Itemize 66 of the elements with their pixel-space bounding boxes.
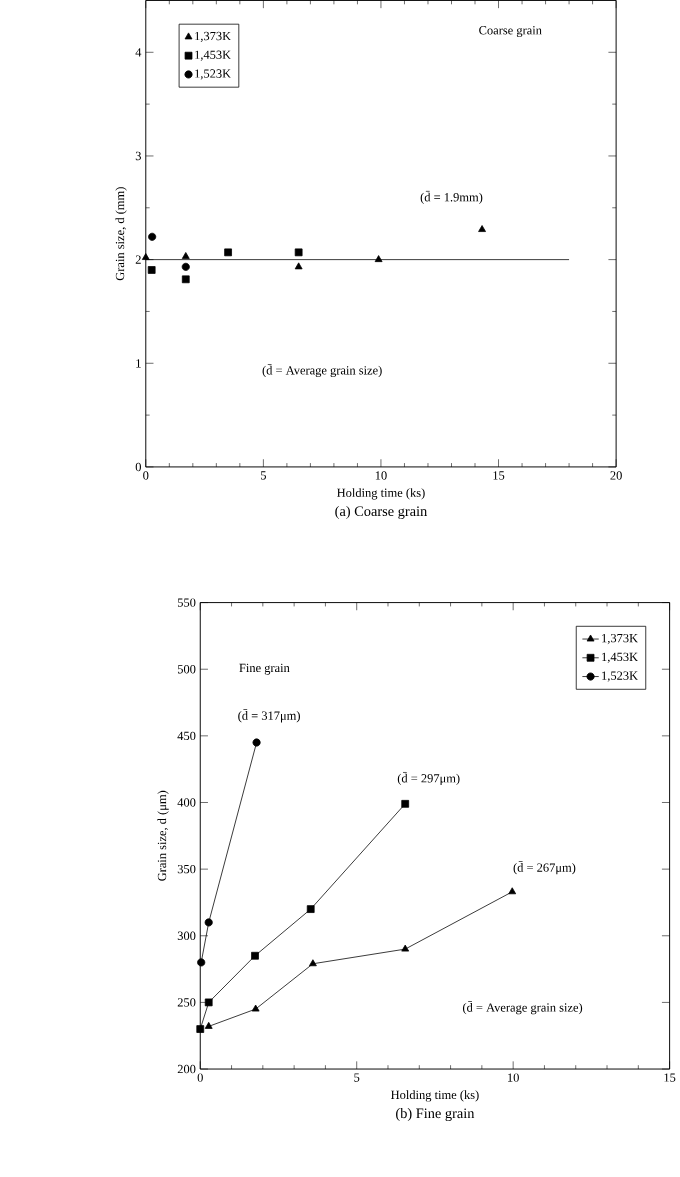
text: (a) Coarse grain [335,505,428,519]
y-tick-label: 1 [136,359,141,368]
y-tick-label: 250 [177,998,196,1007]
annotation: (d̄ = 317μm) [238,709,300,723]
text: (b) Fine grain [396,1108,475,1122]
annotation: Coarse grain [479,26,542,38]
annotation: Fine grain [239,663,290,675]
point [148,232,157,241]
legend-label: 1,373K [602,633,638,645]
y-tick-label: 550 [177,598,196,607]
x-axis-title: Holding time (ks) [337,488,425,500]
point [309,959,317,967]
legend-label: 1,523K [602,671,638,682]
annotation: (d̄ = Average grain size) [262,363,382,378]
point [294,248,303,257]
point [196,1025,205,1033]
legend-label: 1,523K [195,69,231,80]
point [401,799,410,808]
point [141,253,150,260]
point [251,1004,260,1012]
legend-label: 1,453K [602,652,638,663]
y-axis-title: Grain size, d (mm) [115,187,127,281]
x-tick-label: 20 [610,471,622,480]
x-tick-label: 5 [354,1073,360,1082]
point [508,887,517,895]
point [401,944,410,952]
x-tick-label: 0 [143,471,149,480]
x-tick-label: 15 [664,1073,676,1082]
legend-label: 1,453K [195,50,231,61]
point [204,998,213,1007]
annotation: (d̄ = 297μm) [397,771,460,786]
point [204,918,213,927]
y-tick-label: 400 [177,798,196,807]
annotation: (d̄ = 267μm) [513,861,576,875]
y-tick-label: 450 [177,731,196,741]
point [147,266,156,274]
y-tick-label: 300 [177,931,196,940]
y-axis-title: Grain size, d (μm) [157,790,169,881]
point [181,275,190,284]
point [181,252,190,259]
y-tick-label: 3 [135,151,141,161]
x-axis-title: Holding time (ks) [391,1090,479,1102]
point [197,958,206,967]
y-tick-label: 350 [177,864,196,874]
point [204,1021,213,1029]
x-tick-label: 15 [493,471,505,480]
x-tick-label: 10 [508,1073,519,1082]
legend-label: 1,373K [195,31,231,43]
y-tick-label: 0 [135,462,141,472]
annotation: (d̄ = 1.9mm) [420,190,483,204]
y-tick-label: 4 [135,48,142,57]
y-tick-label: 2 [135,255,141,264]
y-tick-label: 500 [177,665,196,674]
point [181,262,190,271]
point [252,738,261,747]
point [294,262,303,270]
x-tick-label: 5 [260,471,266,480]
x-tick-label: 0 [197,1073,203,1082]
point [374,255,383,263]
y-tick-label: 200 [177,1064,196,1074]
point [306,905,315,913]
point [478,225,486,232]
x-tick-label: 10 [375,471,387,480]
annotation: (d̄ = Average grain size) [462,1001,583,1015]
point [251,951,259,960]
point [224,248,232,257]
